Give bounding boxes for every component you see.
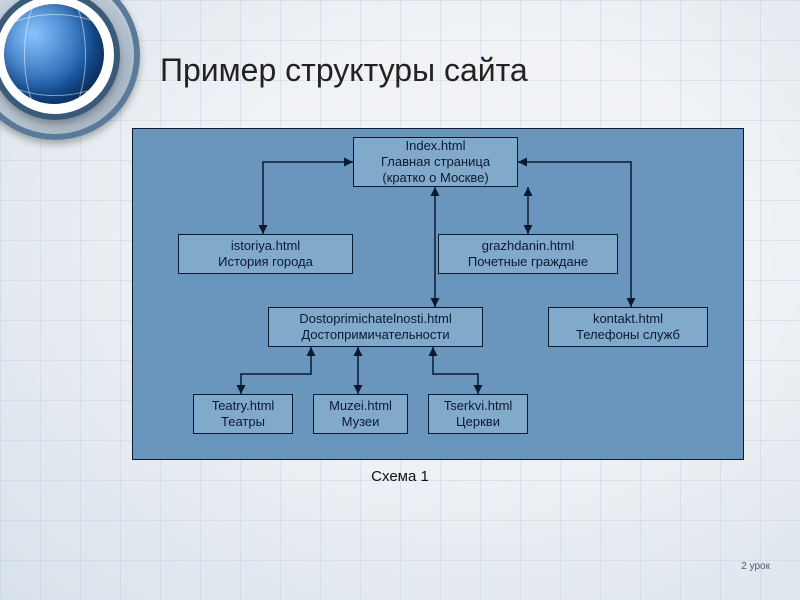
node-line: Muzei.html	[329, 398, 392, 414]
node-line: Tserkvi.html	[444, 398, 513, 414]
node-line: grazhdanin.html	[482, 238, 575, 254]
node-line: (кратко о Москве)	[382, 170, 488, 186]
node-grazh: grazhdanin.htmlПочетные граждане	[438, 234, 618, 274]
node-line: Телефоны служб	[576, 327, 680, 343]
node-line: Dostoprimichatelnosti.html	[299, 311, 451, 327]
node-line: Музеи	[342, 414, 380, 430]
node-line: Index.html	[406, 138, 466, 154]
node-line: Teatry.html	[212, 398, 275, 414]
node-line: Церкви	[456, 414, 500, 430]
diagram-caption: Схема 1	[0, 468, 800, 485]
slide-footer: 2 урок	[741, 561, 770, 572]
node-dostop: Dostoprimichatelnosti.htmlДостопримичате…	[268, 307, 483, 347]
node-line: istoriya.html	[231, 238, 300, 254]
globe-icon	[4, 4, 104, 104]
node-teatry: Teatry.htmlТеатры	[193, 394, 293, 434]
corner-globe-decoration	[0, 0, 140, 140]
node-line: Театры	[221, 414, 265, 430]
node-line: Достопримичательности	[301, 327, 449, 343]
node-line: Почетные граждане	[468, 254, 588, 270]
sitemap-diagram: Index.htmlГлавная страница(кратко о Моск…	[132, 128, 744, 460]
node-muzei: Muzei.htmlМузеи	[313, 394, 408, 434]
slide-title: Пример структуры сайта	[160, 52, 528, 89]
node-tserkvi: Tserkvi.htmlЦеркви	[428, 394, 528, 434]
node-line: Главная страница	[381, 154, 490, 170]
node-line: kontakt.html	[593, 311, 663, 327]
node-line: История города	[218, 254, 313, 270]
node-kontakt: kontakt.htmlТелефоны служб	[548, 307, 708, 347]
node-istoriya: istoriya.htmlИстория города	[178, 234, 353, 274]
node-index: Index.htmlГлавная страница(кратко о Моск…	[353, 137, 518, 187]
